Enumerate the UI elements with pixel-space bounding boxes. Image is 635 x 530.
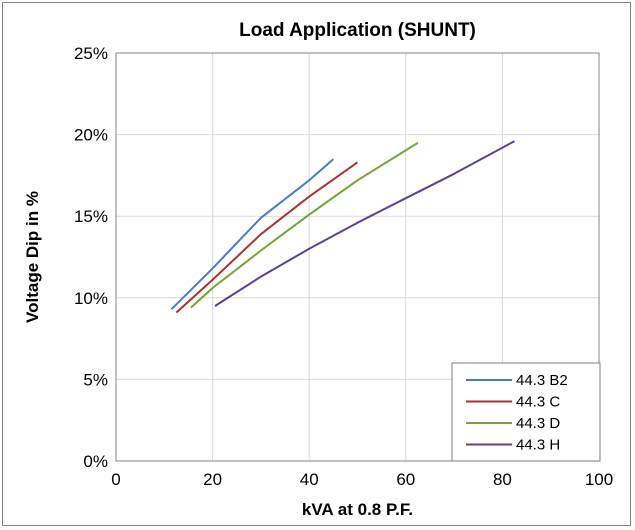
legend: 44.3 B2 44.3 C 44.3 D 44.3 H	[451, 362, 601, 462]
y-axis-label: Voltage Dip in %	[23, 191, 42, 323]
series-line-1	[170, 158, 335, 310]
x-tick-label: 80	[493, 470, 512, 489]
y-tick-label: 5%	[83, 370, 108, 389]
legend-label: 44.3 D	[516, 415, 560, 432]
series-lines	[170, 140, 515, 314]
series-line-2	[175, 161, 359, 314]
legend-label: 44.3 B2	[516, 372, 568, 389]
y-tick-label: 10%	[74, 289, 108, 308]
y-tick-label: 20%	[74, 126, 108, 145]
x-axis-label: kVA at 0.8 P.F.	[302, 500, 413, 519]
x-tick-label: 40	[300, 470, 319, 489]
legend-label: 44.3 H	[516, 437, 560, 454]
y-tick-label: 25%	[74, 44, 108, 63]
x-tick-label: 0	[111, 470, 120, 489]
chart-title: Load Application (SHUNT)	[239, 20, 476, 41]
series-line-3	[190, 141, 419, 309]
chart-frame: 0 20 40 60 80 100 0% 5% 10% 15% 20% 25% Load Applic…	[2, 2, 631, 526]
line-chart: 0 20 40 60 80 100 0% 5% 10% 15% 20% 25% Load Applic…	[23, 20, 613, 519]
legend-label: 44.3 C	[516, 394, 560, 411]
tick-labels: 0 20 40 60 80 100 0% 5% 10% 15% 20% 25%	[74, 44, 613, 489]
x-tick-label: 60	[396, 470, 415, 489]
y-tick-label: 15%	[74, 207, 108, 226]
x-tick-label: 20	[203, 470, 222, 489]
plot-area	[115, 52, 600, 462]
series-line-4	[214, 140, 515, 307]
x-tick-label: 100	[585, 470, 613, 489]
y-tick-label: 0%	[83, 452, 108, 471]
